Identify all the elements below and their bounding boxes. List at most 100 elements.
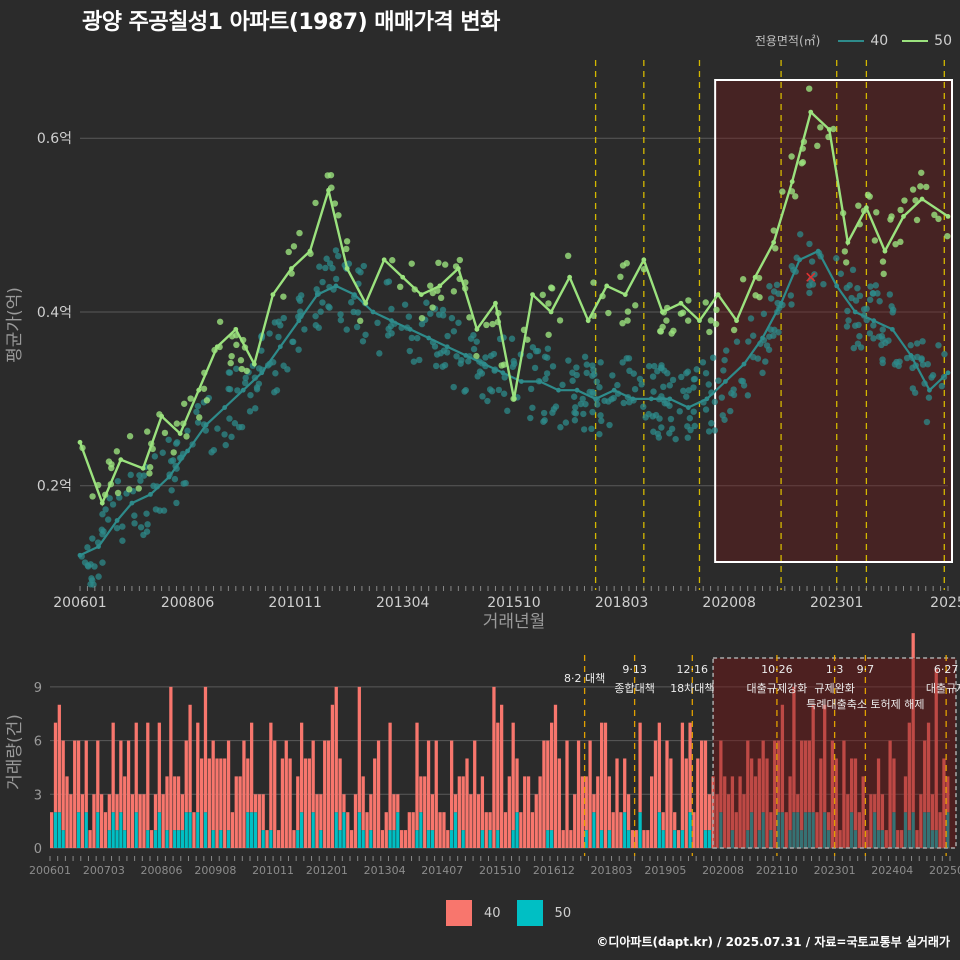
transaction-point-50 (670, 327, 677, 334)
bar-segment-40 (750, 758, 754, 813)
bar-segment-40 (388, 722, 392, 831)
series-point-40 (352, 292, 357, 297)
bar-segment-40 (265, 830, 269, 848)
transaction-point-40 (542, 375, 549, 383)
series-point-40 (333, 283, 339, 289)
transaction-point-40 (854, 284, 861, 292)
bar-x-tick-label: 201201 (306, 864, 348, 877)
transaction-point-50 (917, 183, 924, 190)
bar-segment-40 (353, 794, 358, 848)
bar-segment-40 (150, 830, 154, 848)
transaction-point-50 (144, 428, 151, 435)
bar-segment-40 (226, 740, 231, 831)
transaction-point-40 (856, 333, 863, 340)
bar-segment-40 (138, 794, 142, 848)
transaction-point-40 (766, 283, 773, 290)
bar-segment-50 (184, 812, 188, 848)
transaction-point-40 (169, 457, 177, 464)
transaction-point-40 (319, 278, 326, 286)
transaction-point-40 (860, 306, 868, 313)
transaction-point-50 (713, 306, 720, 314)
transaction-point-50 (429, 304, 436, 311)
transaction-point-40 (773, 281, 781, 289)
transaction-point-50 (931, 211, 938, 219)
transaction-point-50 (805, 85, 813, 92)
series-point-50 (289, 266, 294, 271)
transaction-point-50 (880, 270, 887, 278)
series-point-50 (919, 196, 925, 202)
x-axis-label: 거래년월 (483, 612, 546, 632)
transaction-point-40 (650, 388, 657, 395)
transaction-point-40 (109, 501, 117, 508)
transaction-point-40 (439, 312, 447, 319)
bar-x-tick-label: 200703 (83, 864, 125, 877)
bar-segment-40 (434, 740, 438, 848)
bar-segment-40 (615, 758, 619, 848)
transaction-point-40 (762, 358, 769, 365)
bar-segment-40 (69, 794, 73, 848)
bar-segment-40 (700, 740, 704, 848)
transaction-point-50 (216, 318, 224, 325)
series-point-50 (177, 431, 183, 437)
bar-segment-40 (419, 776, 423, 813)
transaction-point-40 (843, 323, 851, 330)
bar-segment-40 (646, 830, 650, 848)
x-tick-label: 201510 (487, 595, 540, 611)
bar-segment-40 (919, 794, 923, 848)
transaction-point-40 (747, 315, 755, 322)
bar-segment-50 (342, 812, 346, 848)
series-line-40 (79, 249, 949, 557)
bar-segment-50 (792, 812, 796, 848)
bar-segment-40 (915, 830, 919, 848)
bar-segment-50 (757, 830, 761, 848)
transaction-point-40 (913, 340, 921, 347)
bar-segment-40 (115, 794, 119, 831)
series-point-40 (667, 396, 673, 402)
transaction-point-40 (450, 383, 457, 391)
bar-segment-40 (173, 776, 177, 831)
series-point-40 (500, 370, 506, 376)
transaction-point-40 (87, 561, 94, 568)
bar-segment-40 (373, 758, 377, 848)
transaction-point-40 (879, 356, 886, 363)
bar-segment-40 (180, 794, 185, 831)
transaction-point-40 (745, 338, 752, 345)
transaction-point-40 (322, 264, 329, 272)
bar-segment-40 (503, 812, 508, 848)
transaction-point-50 (657, 328, 665, 335)
transaction-point-50 (755, 274, 763, 282)
bar-x-tick-label: 202404 (871, 864, 913, 877)
transaction-point-40 (727, 407, 734, 415)
series-point-40 (277, 344, 283, 350)
x-tick-label: 201011 (268, 595, 321, 611)
legend-item-50: 50 (902, 33, 952, 49)
bar-segment-40 (461, 776, 465, 831)
bar-segment-40 (203, 686, 208, 813)
bar-segment-40 (657, 722, 661, 813)
bar-segment-40 (119, 740, 123, 813)
bar-segment-50 (180, 830, 185, 848)
bar-segment-50 (934, 830, 938, 848)
transaction-point-40 (104, 516, 112, 523)
bar-segment-40 (319, 794, 323, 831)
bar-segment-50 (546, 830, 550, 848)
transaction-point-40 (867, 283, 874, 290)
transaction-point-40 (669, 376, 677, 384)
bar-segment-40 (634, 830, 638, 848)
series-point-50 (715, 292, 721, 297)
bar-x-tick-label: 201612 (533, 864, 575, 877)
transaction-point-40 (184, 427, 191, 435)
bar-segment-50 (61, 830, 65, 848)
series-point-50 (159, 413, 165, 419)
transaction-point-40 (619, 359, 626, 366)
series-point-50 (789, 179, 795, 185)
bar-segment-50 (707, 830, 711, 848)
transaction-point-50 (489, 320, 496, 328)
transaction-point-40 (708, 420, 715, 427)
transaction-point-50 (841, 248, 849, 255)
transaction-point-40 (876, 298, 883, 305)
bar-segment-50 (369, 830, 373, 848)
transaction-point-40 (222, 441, 229, 449)
bar-segment-40 (142, 794, 146, 848)
transaction-point-40 (797, 231, 804, 238)
